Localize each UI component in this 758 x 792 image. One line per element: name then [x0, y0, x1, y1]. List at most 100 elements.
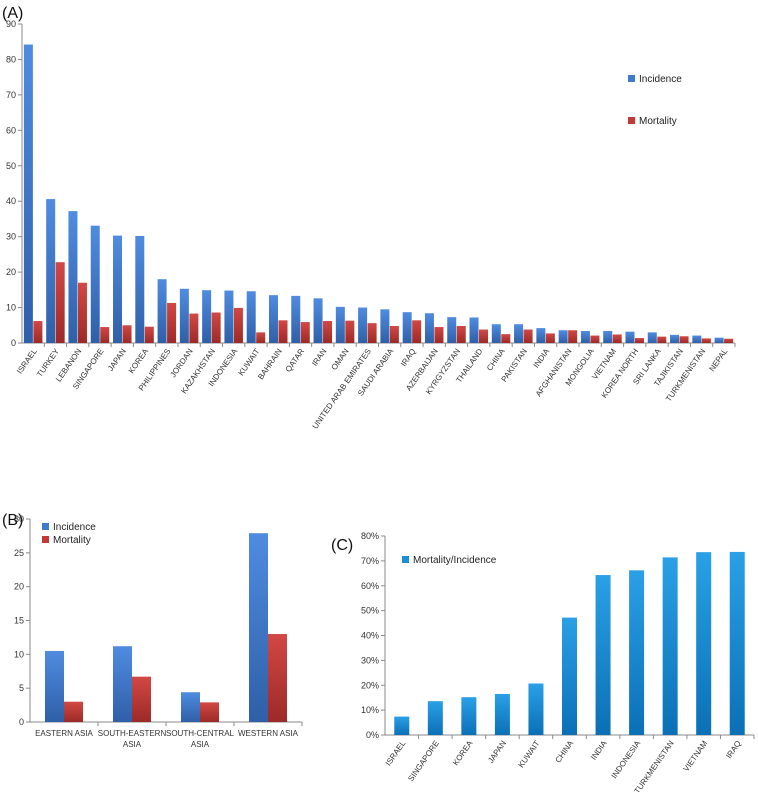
panel-c-bar-mortality-incidence-0: [394, 716, 410, 735]
panel-c-bar-mortality-incidence-5: [562, 617, 577, 735]
panel-a-bar-mortality-19: [456, 325, 466, 343]
panel-a-bar-mortality-21: [501, 334, 511, 343]
panel-a-bar-mortality-12: [300, 322, 310, 343]
panel-a-category-label: KOREA: [127, 346, 151, 375]
panel-b-y-tick-label: 10: [14, 649, 24, 659]
panel-c-legend-swatch-0: [402, 556, 409, 563]
panel-a-bar-mortality-9: [233, 307, 243, 343]
panel-c-y-tick-label: 20%: [361, 680, 379, 690]
panel-c-category-label: SINGAPORE: [406, 739, 441, 783]
panel-c-bar-mortality-incidence-2: [461, 697, 477, 735]
panel-c-y-tick-label: 10%: [361, 705, 379, 715]
panel-b-y-tick-label: 15: [14, 616, 24, 626]
panel-a-bar-incidence-18: [424, 313, 434, 343]
panel-a-bar-mortality-29: [679, 336, 689, 343]
panel-c-category-label: INDONESIA: [610, 738, 643, 780]
panel-a-bar-incidence-3: [90, 225, 100, 343]
panel-b-category-label: ASIA: [123, 740, 142, 749]
panel-a-bar-incidence-30: [692, 335, 702, 343]
panel-a-category-label: TURKMENISTAN: [664, 347, 707, 404]
panel-b-legend-swatch-1: [42, 536, 49, 543]
panel-a-bar-incidence-10: [246, 291, 256, 343]
panel-c-category-label: INDIA: [589, 738, 609, 761]
panel-a-bar-incidence-7: [179, 288, 189, 343]
panel-a-bar-mortality-20: [479, 329, 489, 343]
panel-a-bar-incidence-27: [625, 331, 635, 343]
panel-c-bar-mortality-incidence-6: [595, 575, 611, 735]
panel-c-bar-mortality-incidence-7: [629, 570, 645, 735]
panel-a-bar-incidence-2: [68, 211, 78, 343]
panel-b-category-label: WESTERN ASIA: [238, 729, 299, 738]
panel-a-category-label: IRAN: [310, 347, 328, 368]
panel-b-y-tick-label: 20: [14, 582, 24, 592]
panel-a-bar-mortality-11: [278, 320, 288, 343]
panel-b-legend-label-0: Incidence: [53, 522, 96, 533]
panel-a-bar-incidence-29: [670, 334, 680, 343]
panel-a-bar-incidence-5: [135, 235, 145, 343]
panel-a-y-tick-label: 30: [6, 232, 16, 242]
panel-a-category-label: CHINA: [485, 346, 507, 372]
panel-c-y-tick-label: 60%: [361, 581, 379, 591]
panel-b-y-tick-label: 30: [14, 514, 24, 524]
panel-a-y-tick-label: 0: [11, 338, 16, 348]
panel-b-bar-incidence-2: [181, 692, 200, 722]
panel-a-bar-incidence-14: [335, 306, 345, 343]
panel-c-bar-mortality-incidence-3: [494, 693, 510, 735]
panel-a-y-tick-label: 40: [6, 196, 16, 206]
panel-c-bar-mortality-incidence-8: [662, 557, 678, 735]
panel-a-bar-mortality-15: [367, 323, 377, 343]
panel-a-label: (A): [2, 5, 23, 22]
panel-c-category-label: KUWAIT: [517, 739, 542, 769]
panel-a-bar-incidence-19: [447, 317, 457, 343]
panel-a-y-tick-label: 20: [6, 267, 16, 277]
panel-b-y-tick-label: 5: [19, 683, 24, 693]
panel-a-y-tick-label: 60: [6, 125, 16, 135]
panel-a-category-label: INDIA: [532, 346, 552, 369]
panel-a-y-tick-label: 80: [6, 54, 16, 64]
panel-a-bar-incidence-28: [647, 332, 657, 343]
panel-a-bar-incidence-21: [491, 324, 501, 343]
panel-a-bar-mortality-25: [590, 335, 600, 343]
panel-c-y-tick-label: 40%: [361, 631, 379, 641]
panel-b-category-label: SOUTH-EASTERN: [98, 729, 167, 738]
panel-a-bar-mortality-16: [389, 325, 399, 343]
panel-c-y-tick-label: 30%: [361, 655, 379, 665]
panel-c-bar-mortality-incidence-9: [696, 552, 712, 735]
panel-a-bar-mortality-13: [323, 321, 333, 343]
panel-c-legend-label-0: Mortality/Incidence: [413, 555, 497, 566]
panel-b-legend-label-1: Mortality: [53, 535, 91, 546]
panel-b-bar-incidence-0: [45, 650, 64, 722]
panel-a-bar-mortality-24: [568, 330, 578, 343]
panel-c-category-label: ISRAEL: [384, 739, 408, 768]
panel-a-bar-incidence-26: [603, 330, 613, 343]
panel-a-category-label: IRAQ: [399, 347, 418, 368]
panel-b-bar-incidence-3: [249, 533, 268, 722]
panel-a-bar-mortality-4: [122, 325, 132, 343]
panel-a-bar-incidence-16: [380, 309, 390, 343]
panel-a-legend-label-0: Incidence: [639, 74, 682, 85]
panel-a-category-label: ISRAEL: [15, 347, 39, 376]
panel-c-y-tick-label: 80%: [361, 531, 379, 541]
panel-a-bar-mortality-10: [256, 332, 266, 343]
panel-a-legend-label-1: Mortality: [639, 116, 677, 127]
panel-b-label: (B): [2, 512, 23, 529]
panel-a-y-tick-label: 10: [6, 303, 16, 313]
panel-c-category-label: JAPAN: [486, 739, 508, 765]
panel-c-category-label: IRAQ: [724, 739, 743, 760]
panel-b-bar-mortality-3: [268, 634, 287, 722]
panel-a-category-label: NEPAL: [707, 347, 729, 374]
panel-a-y-tick-label: 70: [6, 90, 16, 100]
panel-a-bar-mortality-14: [345, 320, 355, 343]
panel-a-bar-incidence-13: [313, 298, 323, 343]
panel-a-bar-incidence-9: [224, 290, 234, 343]
panel-b-category-label: EASTERN ASIA: [35, 729, 93, 738]
panel-a-y-tick-label: 50: [6, 161, 16, 171]
panel-a-bar-incidence-22: [514, 324, 524, 343]
panel-c-bar-mortality-incidence-10: [729, 551, 745, 735]
panel-c-y-tick-label: 50%: [361, 606, 379, 616]
panel-a-bar-incidence-31: [714, 337, 724, 343]
panel-a-bar-mortality-6: [167, 302, 177, 343]
panel-b-category-label: SOUTH-CENTRAL: [166, 729, 235, 738]
